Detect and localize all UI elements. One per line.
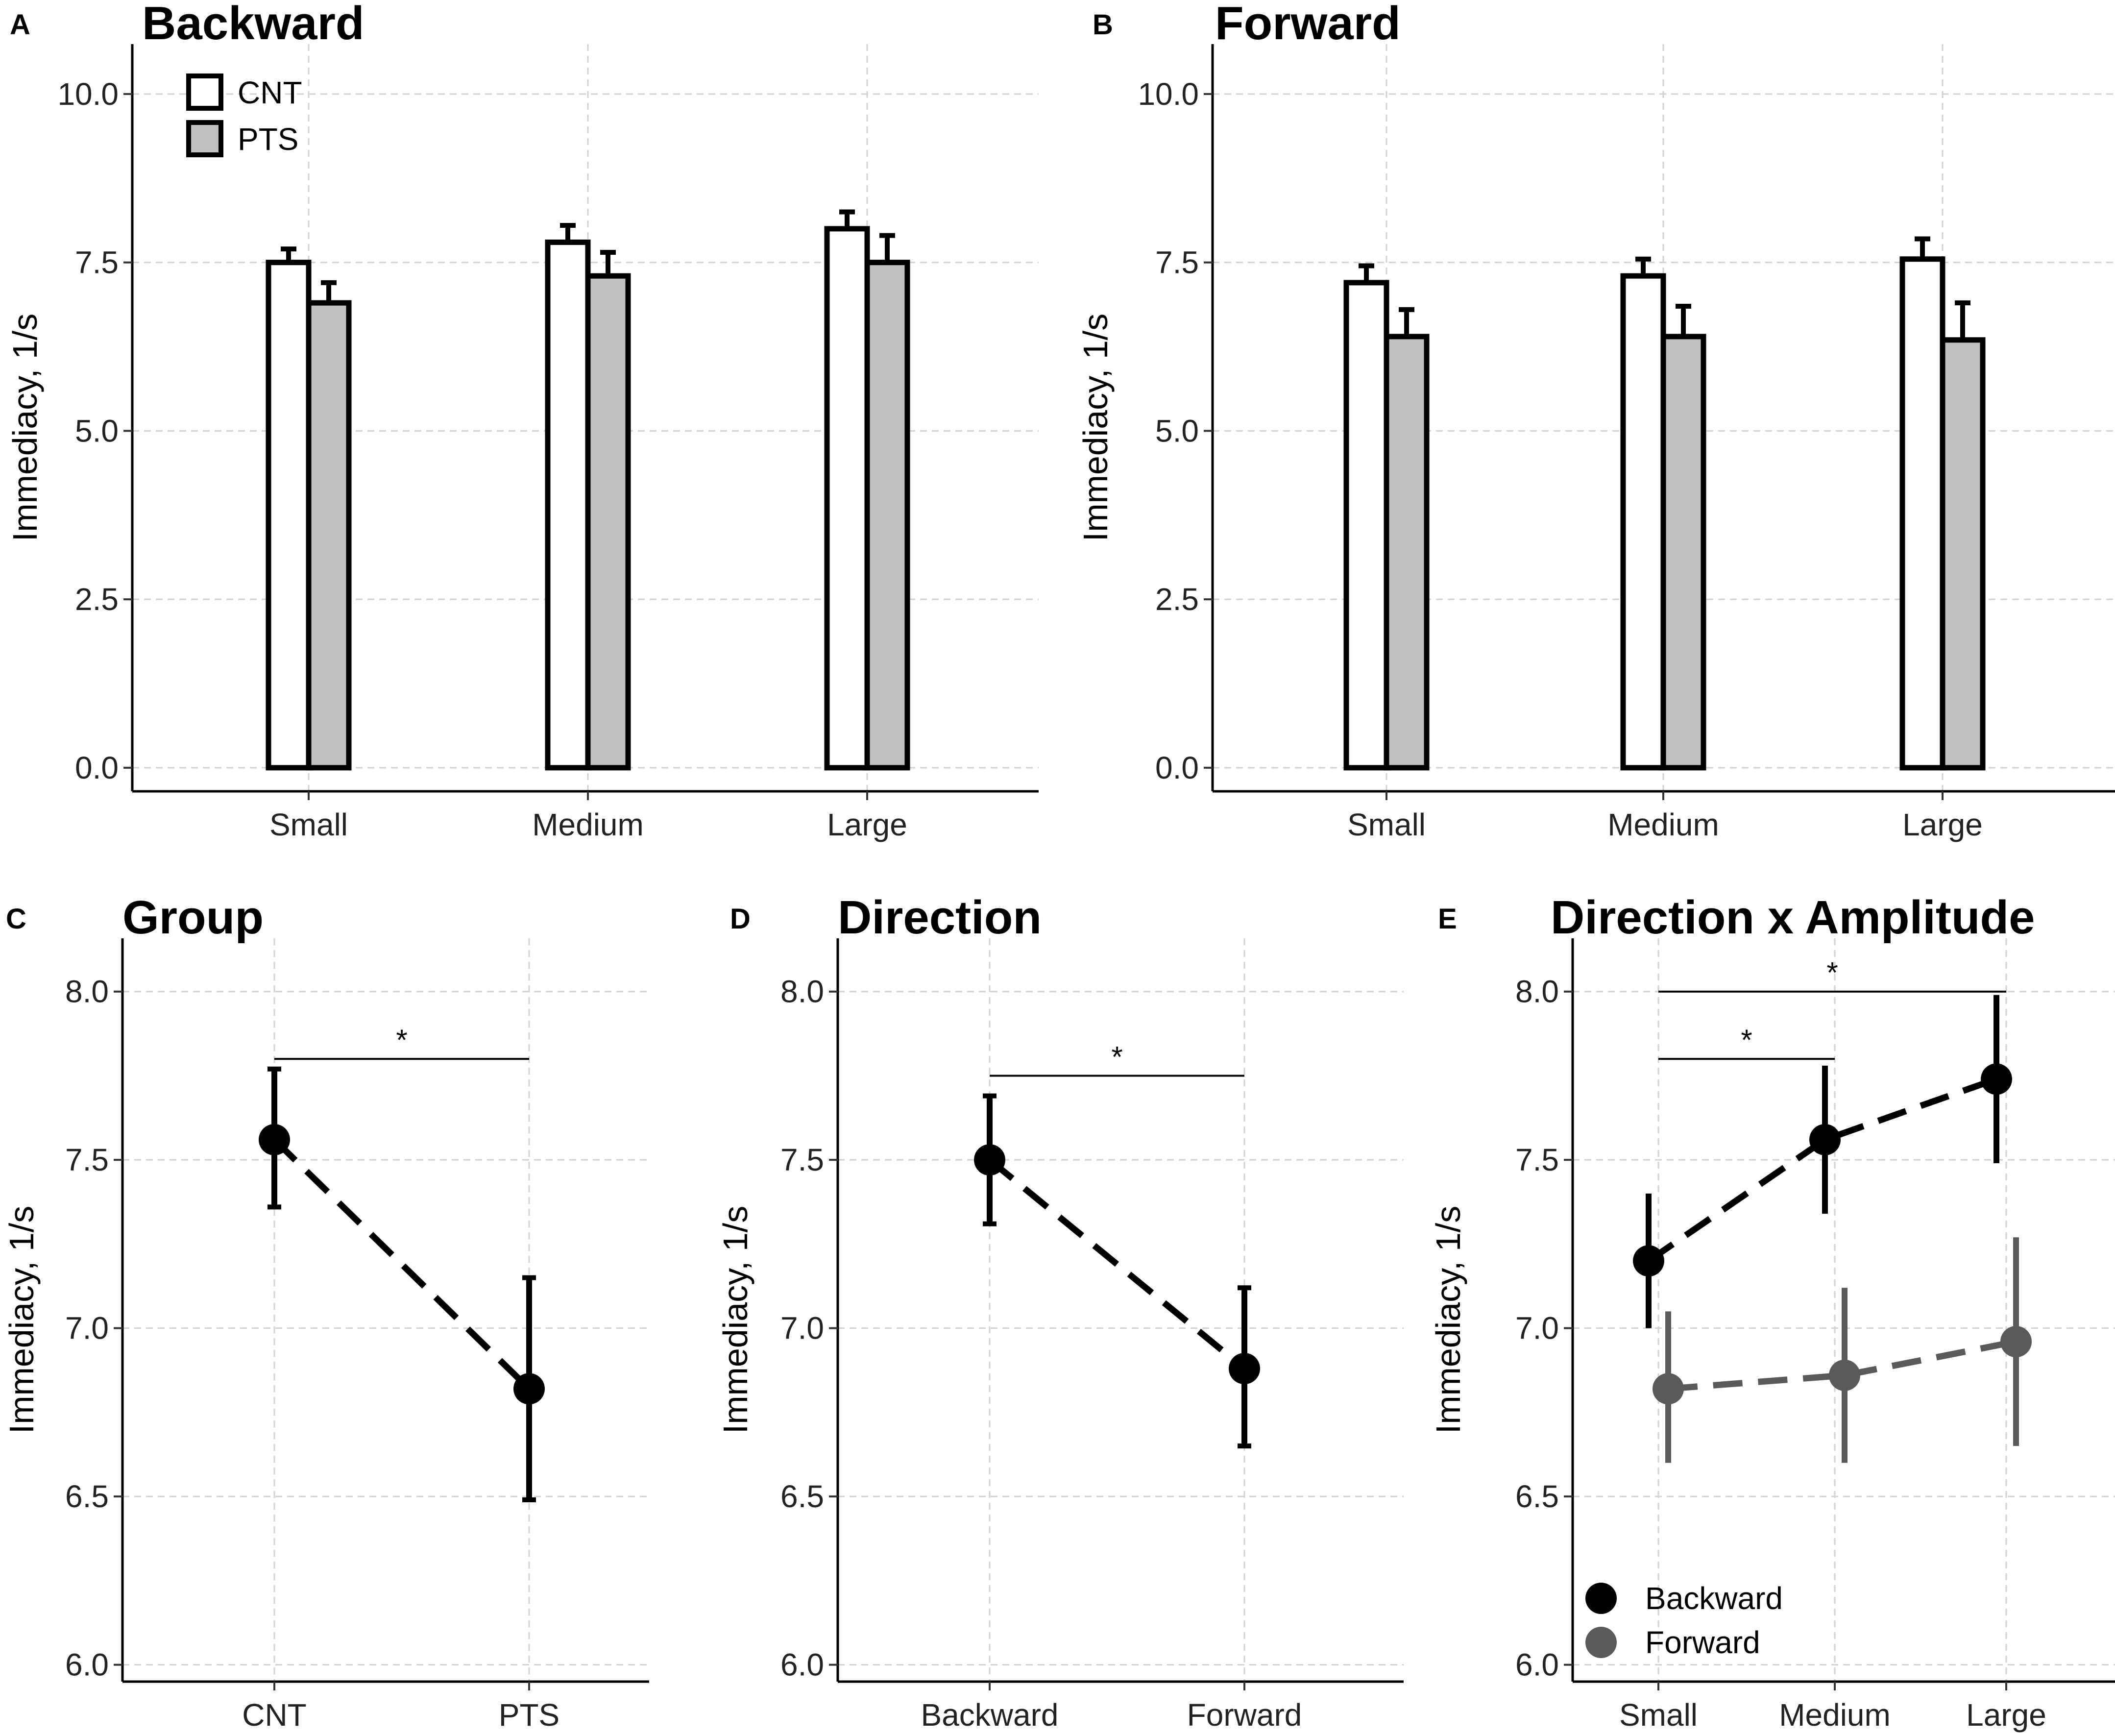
y-tick-label: 7.0 xyxy=(1515,1311,1559,1346)
legend-label: PTS xyxy=(238,122,298,157)
x-tick-label: Small xyxy=(1347,807,1426,842)
y-tick-label: 8.0 xyxy=(1515,974,1559,1009)
significance-star: * xyxy=(396,1024,407,1056)
panel-title: Forward xyxy=(1215,0,1401,49)
x-tick-label: Forward xyxy=(1187,1697,1302,1733)
y-tick-label: 0.0 xyxy=(75,750,119,785)
x-tick-label: PTS xyxy=(499,1697,559,1733)
x-tick-label: Large xyxy=(1902,807,1983,842)
bar-pts xyxy=(585,273,631,771)
y-axis-label: Immediacy, 1/s xyxy=(1429,1206,1467,1434)
data-point-group xyxy=(513,1373,545,1405)
data-point-backward xyxy=(1633,1245,1664,1277)
y-tick-label: 6.5 xyxy=(65,1479,109,1514)
y-tick-label: 7.0 xyxy=(65,1311,109,1346)
x-tick-label: CNT xyxy=(242,1697,307,1733)
x-tick-label: Small xyxy=(1619,1697,1698,1733)
y-axis-label: Immediacy, 1/s xyxy=(6,314,44,542)
bar-pts xyxy=(306,300,352,771)
legend-label: Forward xyxy=(1645,1625,1760,1660)
y-tick-label: 7.5 xyxy=(1155,245,1199,280)
y-axis-label: Immediacy, 1/s xyxy=(1076,314,1115,542)
y-axis-label: Immediacy, 1/s xyxy=(2,1206,41,1434)
series-line-group xyxy=(272,1137,532,1391)
significance-star: * xyxy=(1826,956,1838,989)
x-tick-label: Medium xyxy=(1779,1697,1891,1733)
panel-label: C xyxy=(6,903,26,935)
x-tick-label: Small xyxy=(269,807,348,842)
x-tick-label: Backward xyxy=(921,1697,1059,1733)
panel-label: B xyxy=(1093,9,1113,41)
panel-label: D xyxy=(730,903,751,935)
series-line-direction xyxy=(987,1157,1247,1371)
significance-star: * xyxy=(1111,1040,1122,1073)
y-tick-label: 0.0 xyxy=(1155,750,1199,785)
x-tick-label: Medium xyxy=(1607,807,1719,842)
x-tick-label: Large xyxy=(827,807,907,842)
bar-cnt xyxy=(1620,273,1666,771)
y-tick-label: 8.0 xyxy=(65,974,109,1009)
y-tick-label: 2.5 xyxy=(75,582,119,617)
data-point-backward xyxy=(1809,1124,1841,1155)
y-tick-label: 2.5 xyxy=(1155,582,1199,617)
y-tick-label: 7.5 xyxy=(780,1142,824,1177)
panel-title: Group xyxy=(122,891,264,944)
legend-label: CNT xyxy=(238,75,302,110)
bar-pts xyxy=(1384,334,1430,771)
x-tick-label: Large xyxy=(1966,1697,2046,1733)
panel-label: E xyxy=(1438,903,1457,935)
series-line-backward xyxy=(1647,1076,1998,1264)
y-tick-label: 10.0 xyxy=(57,76,119,112)
data-point-forward xyxy=(2000,1326,2032,1358)
panel-title: Direction xyxy=(838,891,1042,944)
significance-star: * xyxy=(1741,1024,1752,1056)
y-tick-label: 8.0 xyxy=(780,974,824,1009)
y-tick-label: 6.5 xyxy=(780,1479,824,1514)
y-tick-label: 5.0 xyxy=(75,413,119,448)
bar-cnt xyxy=(1899,256,1945,771)
bar-cnt xyxy=(545,239,591,771)
bar-pts xyxy=(864,260,910,771)
data-point-direction xyxy=(1229,1353,1260,1385)
y-tick-label: 7.5 xyxy=(1515,1142,1559,1177)
y-tick-label: 6.0 xyxy=(1515,1647,1559,1683)
y-tick-label: 5.0 xyxy=(1155,413,1199,448)
data-point-forward xyxy=(1829,1359,1860,1391)
y-tick-label: 7.5 xyxy=(75,245,119,280)
panel-label: A xyxy=(10,9,30,41)
y-tick-label: 7.0 xyxy=(780,1311,824,1346)
series-line-forward xyxy=(1668,1338,2017,1392)
bar-cnt xyxy=(824,226,870,771)
bar-cnt xyxy=(266,260,312,771)
data-point-backward xyxy=(1981,1063,2012,1095)
legend-key-forward xyxy=(1585,1627,1617,1658)
legend-key-backward xyxy=(1585,1583,1617,1614)
data-point-group xyxy=(259,1124,290,1155)
legend-key-pts xyxy=(186,120,223,157)
y-tick-label: 6.5 xyxy=(1515,1479,1559,1514)
data-point-forward xyxy=(1653,1373,1684,1405)
bar-pts xyxy=(1940,337,1986,771)
y-tick-label: 6.0 xyxy=(65,1647,109,1683)
legend-key-cnt xyxy=(186,73,223,111)
y-tick-label: 6.0 xyxy=(780,1647,824,1683)
y-tick-label: 7.5 xyxy=(65,1142,109,1177)
x-tick-label: Medium xyxy=(532,807,644,842)
bar-cnt xyxy=(1343,280,1389,771)
data-point-direction xyxy=(974,1144,1005,1176)
y-tick-label: 10.0 xyxy=(1138,76,1199,112)
panel-title: Backward xyxy=(142,0,365,49)
bar-pts xyxy=(1660,334,1706,771)
legend-label: Backward xyxy=(1645,1581,1783,1616)
y-axis-label: Immediacy, 1/s xyxy=(716,1206,754,1434)
panel-title: Direction x Amplitude xyxy=(1551,891,2035,944)
